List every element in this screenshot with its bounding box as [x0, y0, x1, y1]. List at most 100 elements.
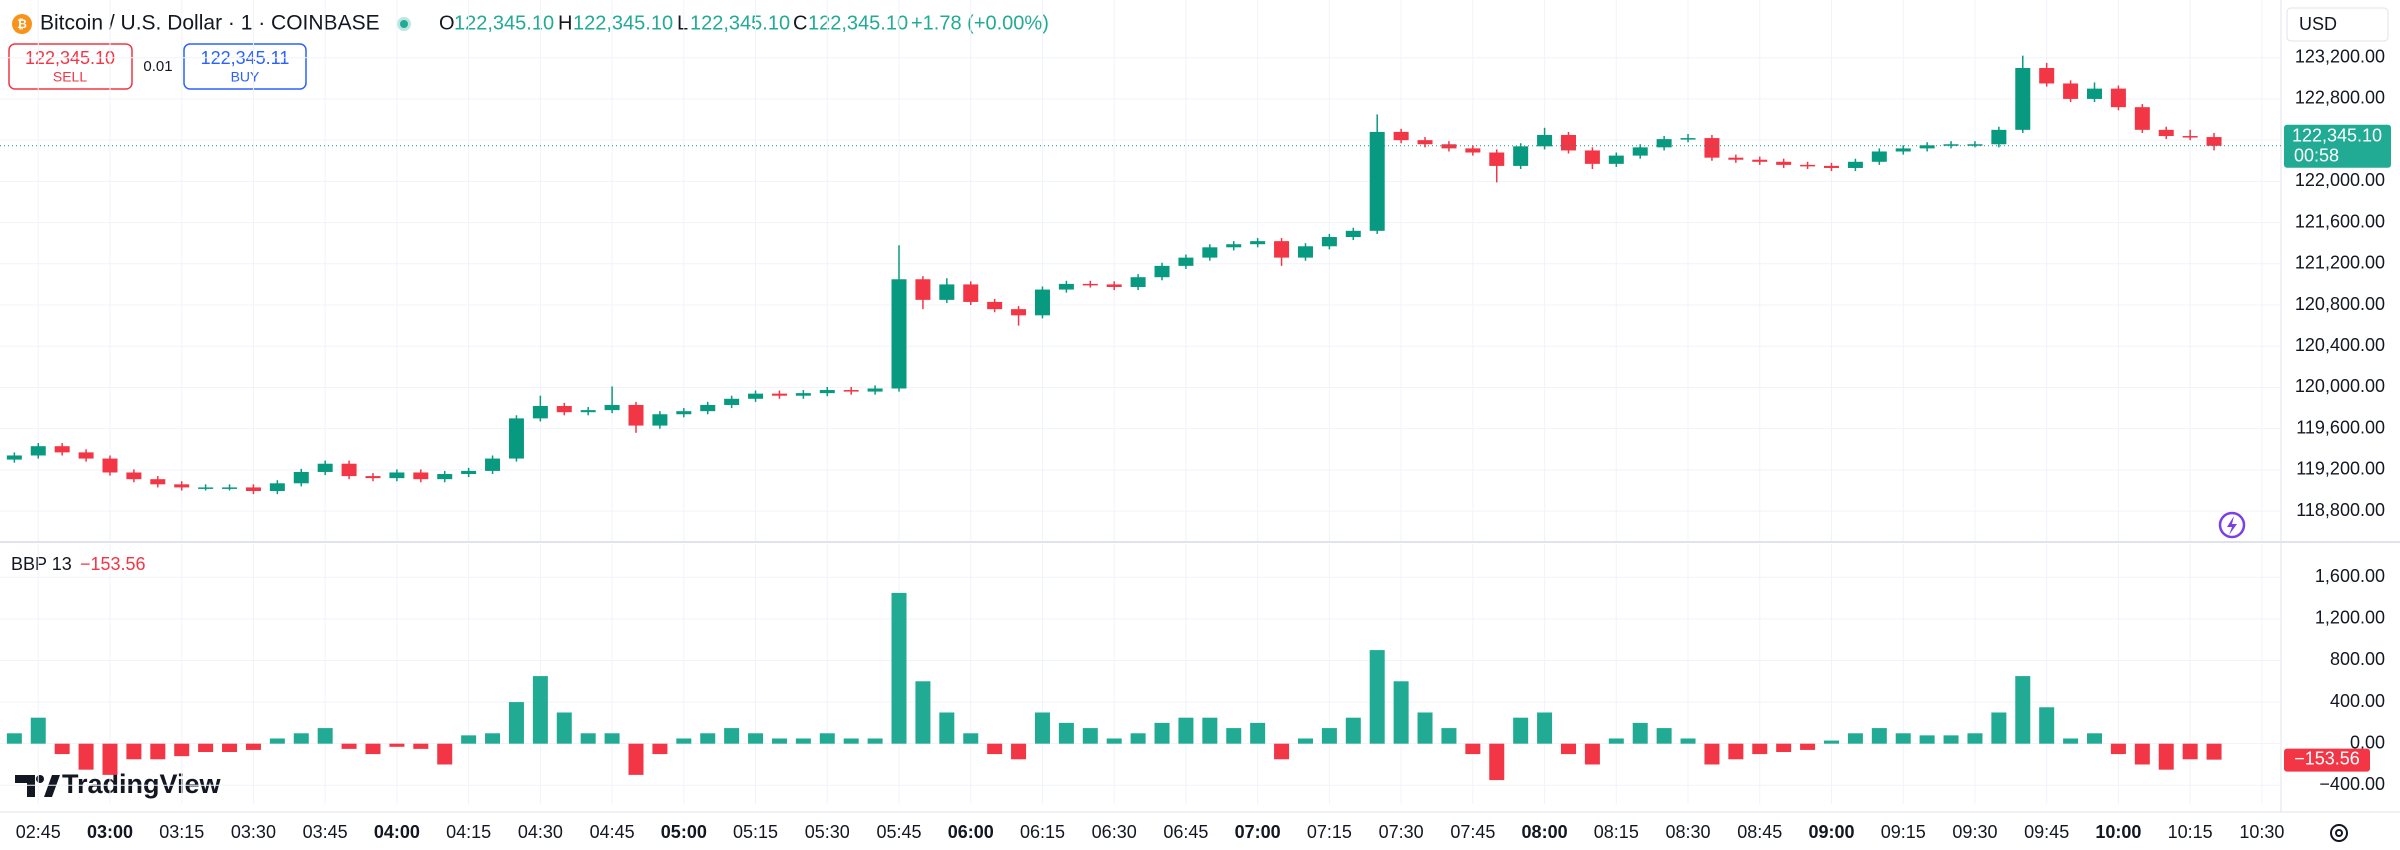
histogram-bar [1321, 728, 1337, 744]
candle-body [2158, 129, 2174, 137]
candle-body [6, 455, 22, 460]
candle-body [1417, 140, 1433, 145]
candle-body [1776, 161, 1792, 165]
bitcoin-icon [12, 14, 32, 34]
market-status[interactable] [400, 20, 408, 28]
histogram-bar [1130, 733, 1146, 744]
candle-body [1513, 146, 1529, 166]
candle-body [1871, 151, 1887, 162]
histogram-bar [915, 681, 931, 744]
price-change: +1.78 (+0.00%) [911, 12, 1049, 34]
candle-body [1800, 164, 1816, 167]
y-tick-label: 400.00 [2330, 691, 2385, 711]
y-tick-label: 119,600.00 [2296, 417, 2385, 437]
brand-logo[interactable]: TradingView [15, 769, 222, 799]
currency: USD [2299, 14, 2337, 34]
candle-body [2182, 136, 2198, 138]
candle-body [1632, 147, 1648, 156]
candle-body [293, 471, 309, 484]
histogram-bar [1345, 717, 1361, 744]
histogram-bar [843, 738, 859, 744]
histogram-bar [269, 738, 285, 744]
symbol-title[interactable]: Bitcoin / U.S. Dollar · 1 · COINBASE [40, 12, 380, 35]
histogram-bar [1919, 735, 1935, 744]
histogram-bar [1776, 743, 1792, 752]
candle-body [1584, 150, 1600, 164]
histogram-bar [628, 743, 644, 775]
y-tick-label: 122,000.00 [2295, 170, 2385, 190]
axis-overlay: 02:45 03:00 03:15 03:30 03:45 04:00 04:15 04:30… [16, 46, 2391, 842]
candle-body [222, 487, 238, 489]
histogram-bar [1202, 717, 1218, 744]
candle-body [126, 472, 142, 480]
buy-button[interactable] [183, 43, 307, 90]
histogram-bar [1106, 738, 1122, 744]
currency-button[interactable] [2286, 7, 2389, 42]
brand-name: TradingView [62, 769, 222, 799]
candle-body [1919, 145, 1935, 149]
histogram-bar [389, 743, 405, 747]
candle-body [1369, 131, 1385, 231]
x-tick-label: 07:00 [1235, 822, 1281, 842]
candle-body [389, 472, 405, 479]
histogram-bar [1632, 722, 1648, 744]
candle-body [700, 404, 716, 412]
histogram-bar [987, 743, 1003, 755]
candle-body [795, 393, 811, 396]
y-tick-label: 120,400.00 [2295, 335, 2385, 355]
histogram-bar [461, 735, 477, 744]
sell-button[interactable] [8, 43, 133, 90]
assistant-icon[interactable] [2218, 511, 2246, 539]
histogram-bar [1991, 712, 2007, 744]
histogram-bar [30, 717, 46, 744]
y-tick-label: 123,200.00 [2295, 46, 2385, 66]
logo-mark [15, 775, 35, 797]
x-tick-label: 06:45 [1163, 822, 1208, 842]
x-tick-label: 04:15 [446, 822, 491, 842]
candle-body [245, 487, 261, 492]
histogram-bar [508, 702, 524, 744]
candle-body [2206, 137, 2222, 146]
candle-body [413, 472, 429, 480]
ohlc-value: 122,345.10 [454, 12, 554, 34]
last-price-tag [2284, 124, 2391, 168]
logo-mark [44, 775, 60, 797]
x-tick-label: 07:30 [1379, 822, 1424, 842]
histogram-bar [580, 733, 596, 744]
candle-body [461, 470, 477, 475]
x-tick-label: 10:15 [2168, 822, 2213, 842]
histogram-bar [2206, 743, 2222, 760]
buy-label: BUY [231, 69, 260, 85]
x-tick-label: 06:15 [1020, 822, 1065, 842]
histogram-bar [222, 743, 238, 752]
quantity[interactable]: 0.01 [143, 58, 172, 75]
histogram-bar [2182, 743, 2198, 760]
candle-body [1560, 134, 1576, 151]
x-tick-label: 06:00 [948, 822, 994, 842]
histogram-bar [1704, 743, 1720, 765]
histogram-bar [1656, 728, 1672, 744]
ohlc-value: 122,345.10 [690, 12, 790, 34]
x-tick-label: 09:30 [1952, 822, 1997, 842]
indicator-title[interactable]: BBP 13 [11, 554, 72, 574]
y-tick-label: 1,600.00 [2315, 566, 2385, 586]
histogram-bar [485, 733, 501, 744]
histogram-bar [1082, 728, 1098, 744]
histogram-bar [676, 738, 692, 744]
settings-icon[interactable] [2330, 824, 2348, 842]
candle-body [78, 452, 94, 459]
histogram-bar [2063, 738, 2079, 744]
candle-body [1656, 139, 1672, 148]
histogram-bar [1943, 735, 1959, 744]
histogram-bar [939, 712, 955, 744]
icon-ring [2218, 511, 2246, 539]
candle-body [1704, 138, 1720, 158]
candle-body [1130, 277, 1146, 287]
histogram-bar [150, 743, 166, 760]
x-tick-label: 03:30 [231, 822, 276, 842]
candle-body [485, 458, 501, 471]
histogram-bar [771, 738, 787, 744]
candle-body [1082, 283, 1098, 286]
x-tick-label: 09:45 [2024, 822, 2069, 842]
candle-body [676, 411, 692, 415]
